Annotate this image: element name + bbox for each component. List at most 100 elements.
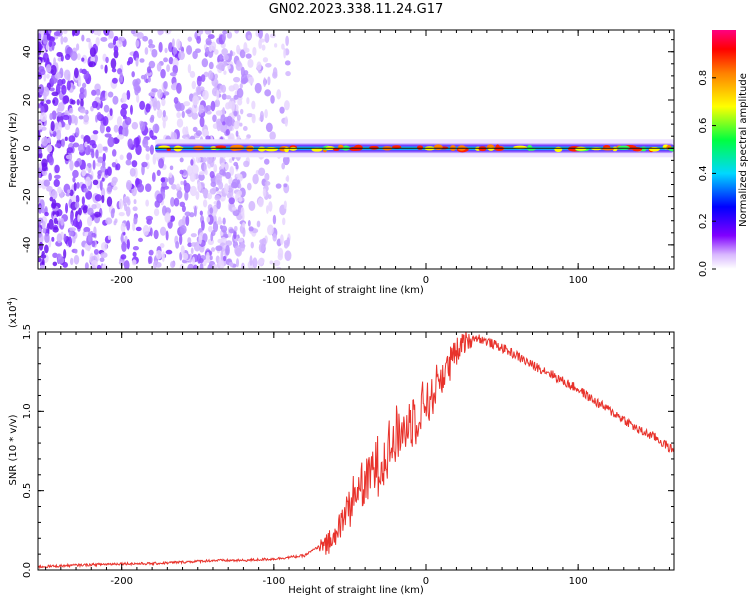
noise-speckle xyxy=(113,45,119,53)
noise-speckle xyxy=(102,116,109,126)
noise-speckle xyxy=(267,224,274,236)
colorbar-tick-label: 0.4 xyxy=(698,165,709,181)
noise-speckle xyxy=(83,72,89,80)
noise-speckle xyxy=(202,156,208,163)
noise-speckle xyxy=(239,122,243,127)
noise-speckle xyxy=(122,197,127,207)
noise-speckle xyxy=(81,68,87,75)
noise-speckle xyxy=(145,153,150,161)
noise-speckle xyxy=(264,108,268,119)
noise-speckle xyxy=(40,254,47,259)
noise-speckle xyxy=(212,205,217,217)
noise-speckle xyxy=(201,220,205,231)
noise-speckle xyxy=(100,241,108,251)
noise-speckle xyxy=(198,234,202,245)
noise-speckle xyxy=(217,216,222,225)
noise-speckle xyxy=(234,30,239,34)
noise-speckle xyxy=(233,225,238,232)
noise-speckle xyxy=(213,49,219,55)
noise-speckle xyxy=(69,227,76,232)
noise-speckle xyxy=(132,245,139,251)
noise-speckle xyxy=(252,257,258,269)
noise-speckle xyxy=(237,237,244,243)
noise-speckle xyxy=(228,197,235,205)
noise-speckle xyxy=(243,42,248,52)
noise-speckle xyxy=(282,217,286,226)
noise-speckle xyxy=(179,234,183,245)
noise-speckle xyxy=(73,67,79,79)
noise-speckle xyxy=(46,73,50,79)
noise-speckle xyxy=(225,95,232,100)
noise-speckle xyxy=(234,245,242,256)
noise-speckle xyxy=(60,35,64,45)
noise-speckle xyxy=(191,112,199,120)
noise-speckle xyxy=(147,76,151,83)
noise-speckle xyxy=(163,57,169,63)
noise-speckle xyxy=(131,71,135,78)
noise-speckle xyxy=(252,46,257,56)
noise-speckle xyxy=(243,160,250,168)
noise-speckle xyxy=(285,70,291,77)
noise-speckle xyxy=(44,232,50,244)
noise-speckle xyxy=(81,196,85,206)
noise-speckle xyxy=(232,83,239,91)
signal-band xyxy=(155,139,674,158)
noise-speckle xyxy=(246,97,250,105)
noise-speckle xyxy=(126,60,131,66)
noise-speckle xyxy=(63,30,68,34)
noise-speckle xyxy=(252,173,259,185)
noise-speckle xyxy=(164,212,171,223)
noise-speckle xyxy=(198,257,204,264)
noise-speckle xyxy=(135,226,142,232)
noise-speckle xyxy=(85,166,89,171)
noise-speckle xyxy=(182,252,189,261)
noise-speckle xyxy=(242,222,246,228)
noise-speckle xyxy=(285,176,289,182)
noise-speckle xyxy=(189,70,196,78)
noise-speckle xyxy=(210,100,216,112)
noise-speckle xyxy=(38,130,41,141)
x-tick-label: 0 xyxy=(423,576,429,587)
noise-speckle xyxy=(258,242,266,253)
noise-speckle xyxy=(150,114,155,121)
noise-speckle xyxy=(85,37,91,43)
noise-speckle xyxy=(231,178,239,189)
noise-speckle xyxy=(197,181,202,192)
noise-speckle xyxy=(44,211,49,217)
noise-speckle xyxy=(192,95,199,106)
noise-speckle xyxy=(281,162,286,170)
noise-speckle xyxy=(274,43,278,48)
noise-speckle xyxy=(120,108,127,117)
noise-speckle xyxy=(92,179,99,186)
noise-speckle xyxy=(159,242,165,249)
noise-speckle xyxy=(38,148,43,154)
noise-speckle xyxy=(217,62,225,71)
noise-speckle xyxy=(104,64,108,74)
noise-speckle xyxy=(165,230,169,241)
noise-speckle xyxy=(180,180,184,185)
noise-speckle xyxy=(152,123,160,134)
noise-speckle xyxy=(209,207,214,214)
noise-speckle xyxy=(164,47,168,54)
noise-speckle xyxy=(52,252,58,259)
noise-speckle xyxy=(80,134,85,139)
noise-speckle xyxy=(198,104,205,114)
noise-speckle xyxy=(43,179,51,187)
noise-speckle xyxy=(40,264,46,269)
noise-speckle xyxy=(130,30,136,34)
noise-speckle xyxy=(60,218,65,226)
noise-speckle xyxy=(202,129,210,138)
noise-speckle xyxy=(224,183,229,194)
noise-speckle xyxy=(38,71,41,76)
noise-speckle xyxy=(275,266,282,269)
noise-speckle xyxy=(233,94,239,100)
noise-speckle xyxy=(125,179,132,191)
noise-speckle xyxy=(176,82,182,94)
snr-y-axis-label: SNR (10 * v/v) xyxy=(8,414,19,485)
noise-speckle xyxy=(84,262,89,269)
noise-speckle xyxy=(181,110,185,119)
noise-speckle xyxy=(187,263,195,269)
noise-speckle xyxy=(225,240,233,247)
noise-speckle xyxy=(201,188,209,195)
noise-speckle xyxy=(126,152,133,161)
